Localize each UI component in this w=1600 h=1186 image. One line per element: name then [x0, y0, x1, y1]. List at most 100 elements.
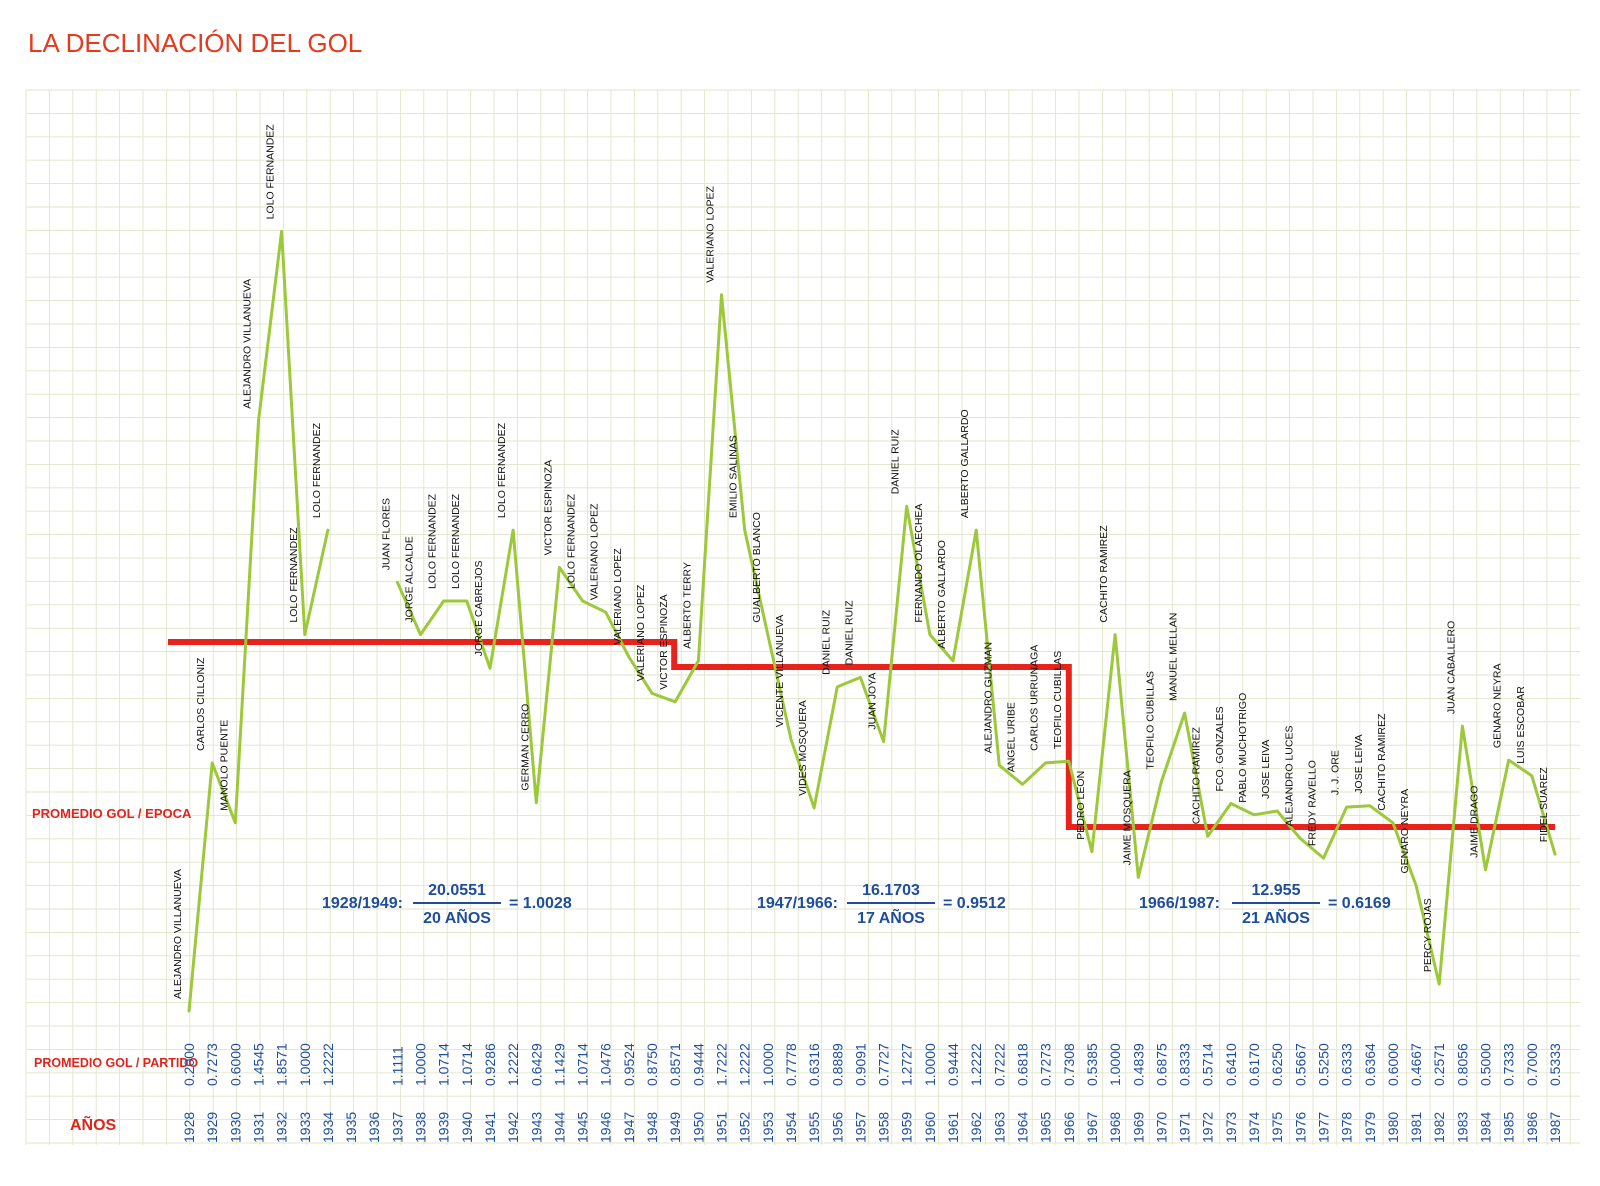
year-label: 1965 [1038, 1112, 1054, 1143]
year-label: 1987 [1547, 1112, 1563, 1143]
year-label: 1979 [1362, 1112, 1378, 1143]
year-label: 1982 [1431, 1112, 1447, 1143]
year-label: 1959 [899, 1112, 915, 1143]
player-name-label: GENARO NEYRA [1492, 663, 1504, 748]
formula-numerator: 20.0551 [428, 882, 486, 899]
formula-numerator: 12.955 [1252, 882, 1301, 899]
match-average-value: 0.2571 [1431, 1043, 1447, 1086]
player-name-label: ALEJANDRO GUZMAN [982, 642, 994, 753]
match-average-value: 0.4667 [1408, 1043, 1424, 1086]
match-average-value: 1.7222 [714, 1043, 730, 1086]
match-average-value: 1.2222 [505, 1043, 521, 1086]
match-average-value: 0.2000 [181, 1043, 197, 1086]
player-name-label: FCO. GONZALES [1214, 706, 1226, 791]
formula-result: = 0.6169 [1328, 895, 1391, 912]
year-label: 1930 [227, 1112, 243, 1143]
match-average-value: 1.0476 [598, 1043, 614, 1086]
player-name-label: GENARO NEYRA [1399, 789, 1411, 874]
match-average-value: 0.6364 [1362, 1043, 1378, 1086]
match-average-value: 0.8333 [1177, 1043, 1193, 1086]
player-name-label: PEDRO LEON [1075, 771, 1087, 840]
epoch-formula: 1947/1966: 16.1703 17 AÑOS = 0.9512 [757, 882, 1006, 927]
formula-result: = 0.9512 [943, 895, 1006, 912]
year-label: 1986 [1524, 1112, 1540, 1143]
year-label: 1971 [1177, 1112, 1193, 1143]
year-label: 1949 [667, 1112, 683, 1143]
year-label: 1958 [876, 1112, 892, 1143]
match-average-value: 0.7778 [783, 1043, 799, 1086]
year-label: 1966 [1061, 1112, 1077, 1143]
year-label: 1932 [274, 1112, 290, 1143]
year-label: 1985 [1501, 1112, 1517, 1143]
epoch-formula: 1966/1987: 12.955 21 AÑOS = 0.6169 [1139, 882, 1391, 927]
year-label: 1981 [1408, 1112, 1424, 1143]
player-name-label: ALEJANDRO VILLANUEVA [242, 279, 254, 409]
player-name-label: ALBERTO GALLARDO [959, 409, 971, 518]
match-average-row-label: PROMEDIO GOL / PARTIDO [34, 1056, 198, 1070]
player-name-label: LUIS ESCOBAR [1515, 686, 1527, 764]
match-average-value: 0.8571 [667, 1043, 683, 1086]
player-name-label: DANIEL RUIZ [820, 609, 832, 675]
match-average-value: 0.6316 [806, 1043, 822, 1086]
match-average-value: 1.0000 [760, 1043, 776, 1086]
formula-period: 1928/1949: [322, 895, 403, 912]
year-label: 1936 [366, 1112, 382, 1143]
formula-period: 1947/1966: [757, 895, 838, 912]
year-label: 1946 [598, 1112, 614, 1143]
player-name-label: ANGEL URIBE [1006, 702, 1018, 772]
match-average-value: 0.9444 [690, 1043, 706, 1086]
match-average-value: 0.6170 [1246, 1043, 1262, 1086]
match-average-value: 0.7273 [204, 1043, 220, 1086]
match-average-value: 0.5667 [1292, 1043, 1308, 1086]
year-label: 1952 [737, 1112, 753, 1143]
match-average-value: 0.9524 [621, 1043, 637, 1086]
year-label: 1984 [1478, 1112, 1494, 1143]
match-average-value: 0.7273 [1038, 1043, 1054, 1086]
match-average-value: 0.5333 [1547, 1043, 1563, 1086]
player-name-label: LOLO FERNANDEZ [496, 422, 508, 518]
year-label: 1967 [1084, 1112, 1100, 1143]
player-name-label: VALERIANO LOPEZ [705, 186, 717, 283]
match-average-value: 1.1111 [389, 1046, 405, 1086]
year-label: 1964 [1015, 1112, 1031, 1143]
year-label: 1976 [1292, 1112, 1308, 1143]
player-name-label: VALERIANO LOPEZ [635, 584, 647, 681]
year-label: 1935 [343, 1112, 359, 1143]
player-name-label: TEOFILO CUBILLAS [1144, 671, 1156, 770]
player-name-label: JAIME DRAGO [1469, 786, 1481, 858]
match-average-value: 0.7222 [991, 1043, 1007, 1086]
player-name-label: JUAN FLORES [380, 498, 392, 570]
player-name-label: CACHITO RAMIREZ [1191, 726, 1203, 824]
player-name-label: GERMAN CERRO [519, 704, 531, 791]
match-average-value: 0.6250 [1269, 1043, 1285, 1086]
player-name-label: ALEJANDRO LUCES [1283, 726, 1295, 827]
year-label: 1947 [621, 1112, 637, 1143]
match-average-value: 1.0000 [1107, 1043, 1123, 1086]
match-average-value: 0.7333 [1501, 1043, 1517, 1086]
player-name-label: FERNANDO OLAECHEA [913, 504, 925, 623]
year-label: 1956 [829, 1112, 845, 1143]
match-average-value: 1.8571 [274, 1043, 290, 1086]
player-name-label: PERCY ROJAS [1422, 898, 1434, 972]
match-average-value: 1.0000 [297, 1043, 313, 1086]
match-average-value: 1.2222 [320, 1043, 336, 1086]
year-label: 1978 [1339, 1112, 1355, 1143]
year-label: 1931 [251, 1112, 267, 1143]
match-average-value: 0.6000 [1385, 1043, 1401, 1086]
year-label: 1934 [320, 1112, 336, 1143]
year-label: 1940 [459, 1112, 475, 1143]
year-label: 1972 [1200, 1112, 1216, 1143]
years-row-label: AÑOS [70, 1114, 117, 1134]
match-average-value: 0.9286 [482, 1043, 498, 1086]
player-name-label: JUAN JOYA [867, 673, 879, 730]
year-label: 1942 [505, 1112, 521, 1143]
epoch-average-line [168, 639, 1555, 830]
player-name-label: CACHITO RAMIREZ [1098, 525, 1110, 623]
match-average-value: 0.6875 [1153, 1043, 1169, 1086]
player-name-label: VALERIANO LOPEZ [612, 548, 624, 645]
year-label: 1944 [551, 1112, 567, 1143]
match-average-value: 0.9444 [945, 1043, 961, 1086]
player-name-label: LOLO FERNANDEZ [450, 493, 462, 589]
year-label: 1945 [575, 1112, 591, 1143]
